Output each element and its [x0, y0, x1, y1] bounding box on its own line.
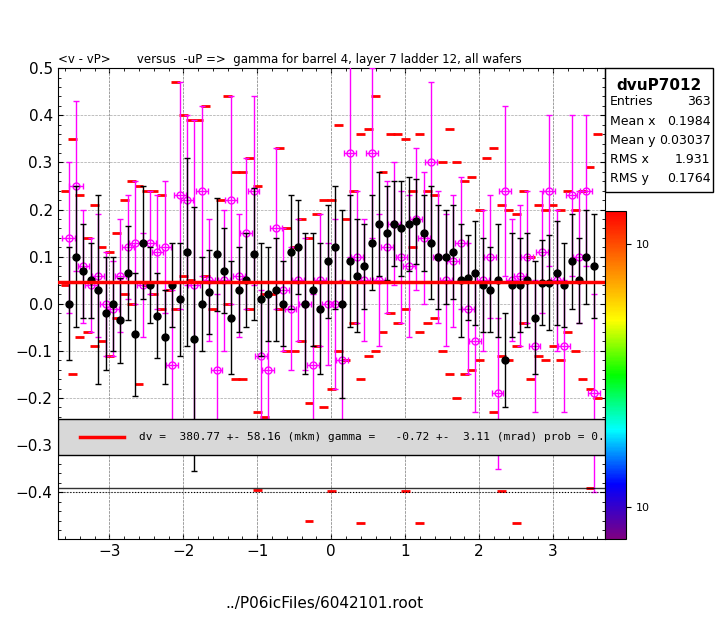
Text: dv =  380.77 +- 58.16 (mkm) gamma =   -0.72 +-  3.11 (mrad) prob = 0.122: dv = 380.77 +- 58.16 (mkm) gamma = -0.72…	[139, 432, 625, 442]
Text: dvuP7012: dvuP7012	[616, 78, 701, 93]
Text: Entries: Entries	[610, 95, 654, 108]
Text: Mean y: Mean y	[610, 134, 656, 147]
Bar	[58, 419, 605, 454]
Text: 363: 363	[687, 95, 711, 108]
Text: RMS y: RMS y	[610, 172, 649, 185]
Text: ../P06icFiles/6042101.root: ../P06icFiles/6042101.root	[225, 596, 423, 611]
Text: RMS x: RMS x	[610, 153, 649, 166]
Text: 1.931: 1.931	[675, 153, 711, 166]
Text: <v - vP>       versus  -uP =>  gamma for barrel 4, layer 7 ladder 12, all wafers: <v - vP> versus -uP => gamma for barrel …	[58, 53, 521, 66]
Text: 0.1764: 0.1764	[667, 172, 711, 185]
Text: 0.03037: 0.03037	[659, 134, 711, 147]
Text: 0.1984: 0.1984	[667, 115, 711, 128]
Text: Mean x: Mean x	[610, 115, 656, 128]
